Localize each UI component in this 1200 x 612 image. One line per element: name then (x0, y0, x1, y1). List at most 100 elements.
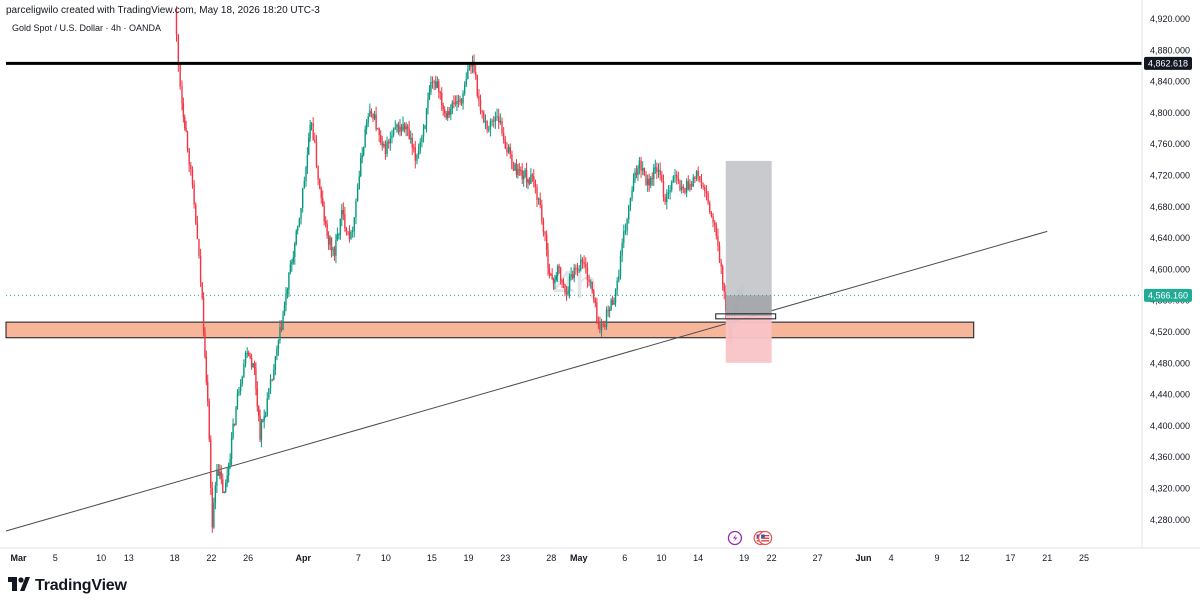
price-tick-label: 4,720.000 (1150, 171, 1190, 181)
candle-body (199, 255, 202, 283)
candle-body (533, 175, 535, 181)
candle-body (384, 144, 387, 155)
candle-body (216, 469, 218, 486)
candle-body (239, 383, 242, 392)
candle-body (635, 172, 638, 175)
candle-body (447, 111, 449, 119)
trendline[interactable] (5, 230, 1048, 532)
candle-body (322, 197, 324, 207)
candle-body (339, 218, 342, 235)
time-tick-label: 27 (813, 553, 823, 563)
candle-body (330, 237, 333, 251)
candle-body (225, 482, 227, 493)
candle-body (626, 219, 628, 231)
demand-zone[interactable] (5, 321, 975, 339)
time-tick-label: 26 (243, 553, 253, 563)
price-tick-label: 4,360.000 (1150, 452, 1190, 462)
candle-body (327, 235, 330, 245)
candle-body (425, 108, 428, 126)
candle-body (277, 340, 280, 349)
candle-body (586, 267, 589, 280)
candle-body (684, 187, 686, 193)
candle-body (186, 131, 189, 149)
candle-body (552, 278, 555, 284)
candle-body (614, 290, 617, 304)
candle-body (564, 284, 566, 293)
candle-body (369, 110, 371, 117)
candle-body (511, 154, 513, 169)
candle-body (468, 64, 471, 70)
candle-body (355, 201, 357, 218)
stop-zone[interactable] (725, 315, 772, 363)
candle-body (568, 276, 571, 291)
symbol-title[interactable]: Gold Spot / U.S. Dollar · 4h · OANDA (12, 23, 162, 33)
candle-body (502, 133, 505, 140)
candle-body (605, 310, 608, 327)
candle-body (361, 154, 363, 158)
price-tick-label: 4,680.000 (1150, 202, 1190, 212)
entry-box[interactable] (715, 313, 777, 320)
candle-body (518, 169, 521, 171)
candle-body (597, 321, 600, 324)
candle-body (319, 179, 321, 189)
candle-body (450, 109, 452, 115)
candle-body (664, 196, 666, 203)
candle-body (181, 86, 183, 104)
candle-body (453, 102, 455, 104)
candle-body (403, 124, 406, 130)
resistance-price-label[interactable] (1144, 56, 1192, 70)
candle-body (392, 129, 395, 136)
candle-body (263, 415, 265, 421)
candle-body (645, 174, 647, 185)
price-tick-label: 4,280.000 (1150, 515, 1190, 525)
time-tick-label: 10 (96, 553, 106, 563)
candle-body (669, 189, 671, 192)
candle-body (659, 169, 661, 175)
candle-body (400, 126, 403, 131)
candle-body (185, 128, 187, 132)
candle-body (544, 232, 546, 235)
current-price-label[interactable] (1144, 288, 1192, 302)
price-tick-label: 4,840.000 (1150, 77, 1190, 87)
time-tick-label: 10 (381, 553, 391, 563)
candle-body (602, 324, 604, 326)
candle-body (201, 282, 203, 298)
candle-body (362, 147, 365, 155)
candle-body (223, 492, 225, 494)
candle-body (406, 126, 409, 129)
candle-body (662, 181, 665, 197)
candle-body (479, 100, 482, 111)
candle-body (522, 176, 525, 180)
candle-body (634, 172, 636, 181)
candle-body (324, 221, 327, 224)
candle-body (687, 181, 689, 190)
candle-body (279, 327, 281, 341)
candle-body (411, 138, 413, 148)
candle-body (365, 122, 368, 129)
candle-body (705, 191, 708, 194)
candle-body (205, 356, 208, 382)
target-zone[interactable] (725, 160, 772, 316)
candle-body (260, 421, 263, 440)
candle-body (402, 124, 404, 131)
candle-body (608, 309, 611, 311)
candle-body (309, 124, 311, 139)
candle-body (588, 279, 590, 283)
candle-body (233, 423, 236, 425)
candle-body (253, 363, 256, 369)
candle-body (456, 100, 458, 105)
candle-body (648, 178, 650, 186)
candle-body (555, 275, 557, 280)
candle-body (685, 181, 688, 193)
candle-body (333, 248, 336, 256)
candle-body (562, 282, 565, 285)
brand-footer[interactable]: TradingView (8, 576, 127, 596)
candle-body (682, 186, 685, 188)
candle-body (484, 120, 487, 123)
candle-body (616, 280, 618, 291)
candle-body (590, 281, 592, 283)
candle-body (651, 177, 653, 179)
